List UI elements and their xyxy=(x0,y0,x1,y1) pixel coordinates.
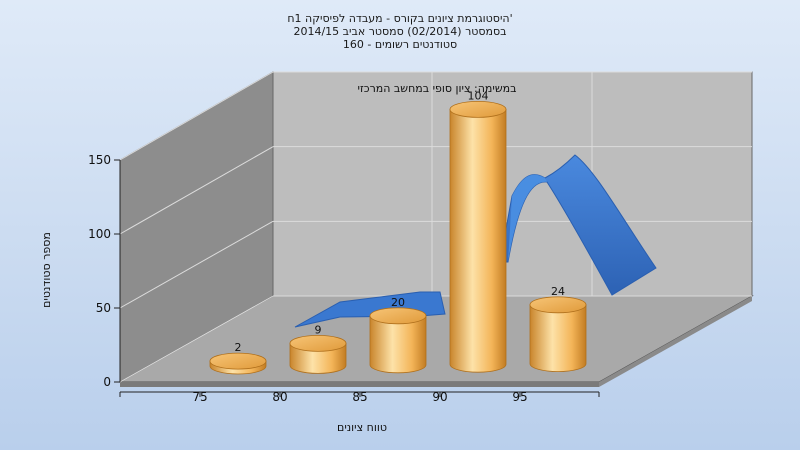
bars xyxy=(209,101,587,375)
gridline-side xyxy=(119,295,274,383)
curve-segment-flat xyxy=(294,291,446,328)
bar-95 xyxy=(529,296,587,372)
bar-body xyxy=(529,304,587,372)
back-wall xyxy=(272,71,753,297)
x-tick-label: 85 xyxy=(352,390,367,404)
x-tick-label: 75 xyxy=(192,390,207,404)
labels: 2 9 20 104 24 xyxy=(235,89,566,354)
data-label-85: 20 xyxy=(391,296,405,309)
gridline-side xyxy=(119,220,274,309)
bar-80 xyxy=(289,334,347,374)
axes: 0 50 100 150 75 80 85 90 95 xyxy=(88,153,600,404)
curve-highlight xyxy=(508,174,547,262)
bar-body xyxy=(449,109,507,373)
right-edge xyxy=(599,296,752,387)
x-axis-title: טווח ציונים xyxy=(337,421,387,434)
chart-title-line-1: היסטוגרמת ציונים בקורס - מעבדה לפיסיקה 1… xyxy=(287,12,512,25)
bar-75 xyxy=(209,352,267,375)
y-tick-label: 100 xyxy=(88,227,111,241)
y-tick-label: 0 xyxy=(103,375,111,389)
bar-85 xyxy=(369,307,427,374)
normal-curve-ribbon xyxy=(294,154,657,328)
y-tick-label: 50 xyxy=(96,301,111,315)
y-tick-label: 150 xyxy=(88,153,111,167)
gridline-side xyxy=(119,71,274,161)
data-label-95: 24 xyxy=(551,285,565,298)
data-label-75: 2 xyxy=(235,341,242,354)
x-tick-label: 80 xyxy=(272,390,287,404)
bar-top xyxy=(289,334,347,352)
floor-edge xyxy=(120,382,599,387)
bar-top xyxy=(209,352,267,370)
bar-top xyxy=(369,307,427,325)
data-label-80: 9 xyxy=(315,323,322,336)
data-label-90: 104 xyxy=(468,89,489,102)
bar-top xyxy=(529,296,587,314)
y-axis-title: מספר סטודנטים xyxy=(40,232,53,308)
bar-body xyxy=(369,315,427,374)
gridline-side xyxy=(119,146,274,235)
bar-body xyxy=(289,342,347,374)
x-tick-label: 95 xyxy=(512,390,527,404)
bar-top xyxy=(449,101,507,118)
chart-title-line-2: בסמסטר (02/2014) סמסטר אביב 2014/15 xyxy=(293,25,506,38)
bar-90 xyxy=(449,101,507,373)
x-tick-label: 90 xyxy=(432,390,447,404)
chart-title-line-3: סטודנטים רשומים - 160 xyxy=(343,38,457,51)
chart-annotation: במשימה: ציון סופי במחשב המרכזי xyxy=(357,82,516,95)
